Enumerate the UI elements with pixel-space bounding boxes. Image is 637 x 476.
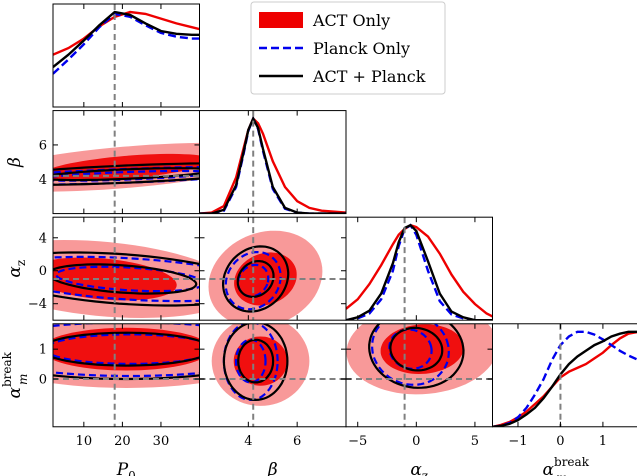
x-tick-label: 6	[293, 434, 301, 449]
marginal-line-act-planck	[199, 115, 346, 214]
contour-act-only-68	[233, 336, 288, 386]
axis-labels: 102030P046β−505αz−101αbreakm46β−404αz01α…	[0, 138, 607, 476]
marginal-P0	[53, 10, 200, 75]
joint-contours	[53, 142, 493, 406]
marginal-alpha_m_break	[492, 330, 637, 427]
contour-act-planck-68	[53, 263, 198, 295]
x-tick-label: 5	[471, 434, 479, 449]
legend-swatch-act-only	[259, 12, 303, 28]
x-tick-label: 0	[412, 434, 420, 449]
panel-frame	[345, 216, 493, 321]
y-axis-label-beta: β	[5, 157, 25, 168]
x-tick-label: 10	[76, 434, 93, 449]
x-axis-label-alpha_z: αz	[410, 460, 428, 476]
marginal-line-planck-only	[199, 115, 346, 214]
y-tick-label: 1	[39, 343, 47, 358]
truth-lines	[53, 4, 562, 427]
contour-panel-beta-alpha_m_break	[211, 323, 310, 406]
x-axis-label-P0: P0	[116, 460, 136, 476]
marginal-line-planck-only	[492, 330, 637, 427]
x-tick-label: 4	[244, 434, 252, 449]
contour-act-only-68	[53, 327, 200, 371]
contour-panel-alpha_z-alpha_m_break	[346, 323, 493, 395]
contour-act-planck-68	[236, 260, 275, 298]
y-tick-label: 6	[39, 138, 47, 153]
y-axis-label-alpha_m_break: αbreak m	[0, 351, 30, 398]
marginal-line-act-planck	[346, 223, 493, 321]
contour-act-planck-95	[222, 245, 290, 313]
marginal-line-act-only	[53, 10, 200, 56]
x-axis-label-beta: β	[267, 460, 278, 476]
contour-act-planck-68	[53, 331, 200, 367]
y-tick-label: 4	[39, 231, 47, 246]
contour-planck-only-95	[370, 323, 450, 386]
panel-frame	[199, 110, 347, 215]
axis-ticks	[53, 4, 604, 427]
y-tick-label: −4	[28, 297, 47, 312]
contour-panel-P0-beta	[53, 142, 200, 192]
x-tick-label: 1	[599, 434, 607, 449]
contour-planck-only-95	[224, 251, 282, 311]
contour-panel-P0-alpha_m_break	[53, 323, 200, 388]
x-tick-label: 20	[114, 434, 131, 449]
marginal-line-act-only	[199, 116, 346, 214]
marginal-line-act-only	[492, 330, 637, 427]
contour-act-only-68	[380, 324, 464, 374]
x-tick-label: −5	[348, 434, 367, 449]
marginal-line-act-only	[346, 223, 493, 318]
legend-label: Planck Only	[313, 39, 410, 58]
contour-act-planck-68	[389, 326, 444, 372]
contour-planck-only-68	[234, 338, 267, 384]
marginal-line-act-planck	[53, 10, 200, 69]
x-tick-label: −1	[508, 434, 527, 449]
legend-label: ACT Only	[312, 11, 390, 30]
legend: ACT Only Planck Only ACT + Planck	[250, 1, 446, 95]
marginal-line-act-planck	[492, 330, 637, 427]
y-tick-label: 0	[39, 373, 47, 388]
x-tick-label: 30	[153, 434, 170, 449]
contour-act-planck-95	[53, 251, 200, 307]
legend-label: ACT + Planck	[312, 67, 426, 86]
y-tick-label: 0	[39, 264, 47, 279]
marginal-line-planck-only	[53, 12, 200, 75]
x-tick-label: 0	[556, 434, 564, 449]
marginal-histograms	[53, 10, 637, 427]
contour-panel-beta-alpha_z	[208, 230, 323, 321]
panel-frames	[52, 3, 637, 428]
marginal-beta	[199, 115, 346, 214]
panel-frame	[492, 323, 637, 428]
contour-act-planck-95	[222, 323, 289, 402]
y-tick-label: 4	[39, 173, 47, 188]
panel-frame	[52, 3, 200, 108]
y-axis-label-alpha_z: αz	[5, 260, 28, 278]
marginal-alpha_z	[346, 223, 493, 321]
